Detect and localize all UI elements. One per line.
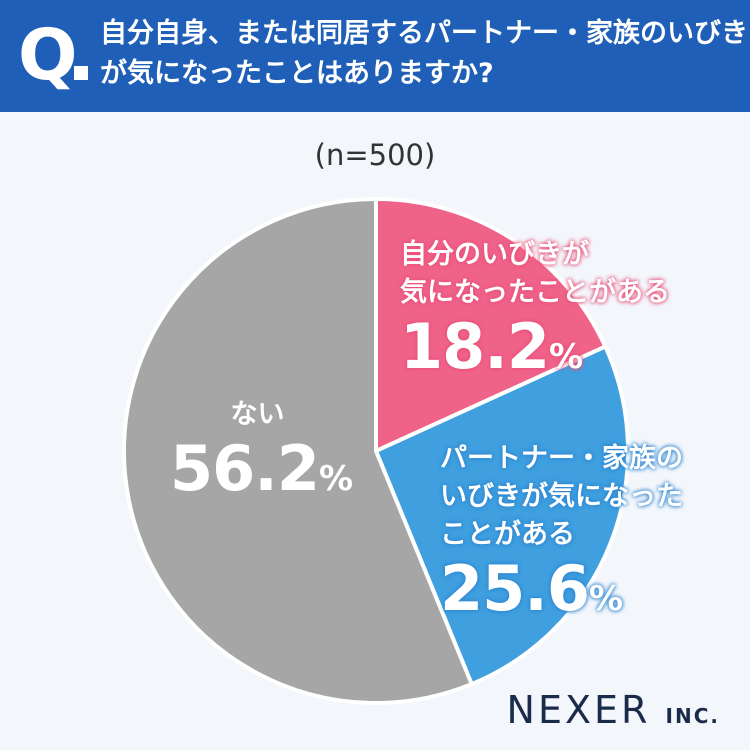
slice-name-partner-line-1: パートナー・家族の xyxy=(440,443,683,474)
slice-label-self: 自分のいびきが 気になったことがある 18.2% xyxy=(400,236,670,392)
question-text: 自分自身、または同居するパートナー・家族のいびき が気になったことはありますか? xyxy=(100,14,748,94)
slice-name-self-line-1: 自分のいびきが xyxy=(400,239,589,270)
pie-slice-none xyxy=(122,197,474,705)
slice-value-none: 56.2% xyxy=(170,432,353,505)
slice-label-partner: パートナー・家族の いびきが気になった ことがある 25.6% xyxy=(440,440,683,634)
question-line-1: 自分自身、または同居するパートナー・家族のいびき xyxy=(100,18,748,49)
brand-suffix: INC. xyxy=(665,704,720,728)
slice-name-partner-line-2: いびきが気になった xyxy=(440,481,683,512)
question-line-2: が気になったことはありますか? xyxy=(100,58,494,89)
q-label: Q xyxy=(18,14,78,96)
slice-name-none: ない xyxy=(230,399,285,430)
sample-size: (n=500) xyxy=(314,138,436,172)
slice-value-partner: 25.6% xyxy=(440,552,623,625)
slice-name-self-line-2: 気になったことがある xyxy=(400,277,670,308)
slice-name-partner-line-3: ことがある xyxy=(440,519,575,550)
slice-value-self: 18.2% xyxy=(400,310,583,383)
brand-name: NEXER xyxy=(506,688,651,732)
slice-label-none: ない 56.2% xyxy=(170,396,353,514)
pie-slice-self xyxy=(374,197,608,453)
question-header: Q 自分自身、または同居するパートナー・家族のいびき が気になったことはあります… xyxy=(0,0,750,112)
brand-logo: NEXER INC. xyxy=(507,688,720,732)
q-dot-icon xyxy=(74,66,88,80)
